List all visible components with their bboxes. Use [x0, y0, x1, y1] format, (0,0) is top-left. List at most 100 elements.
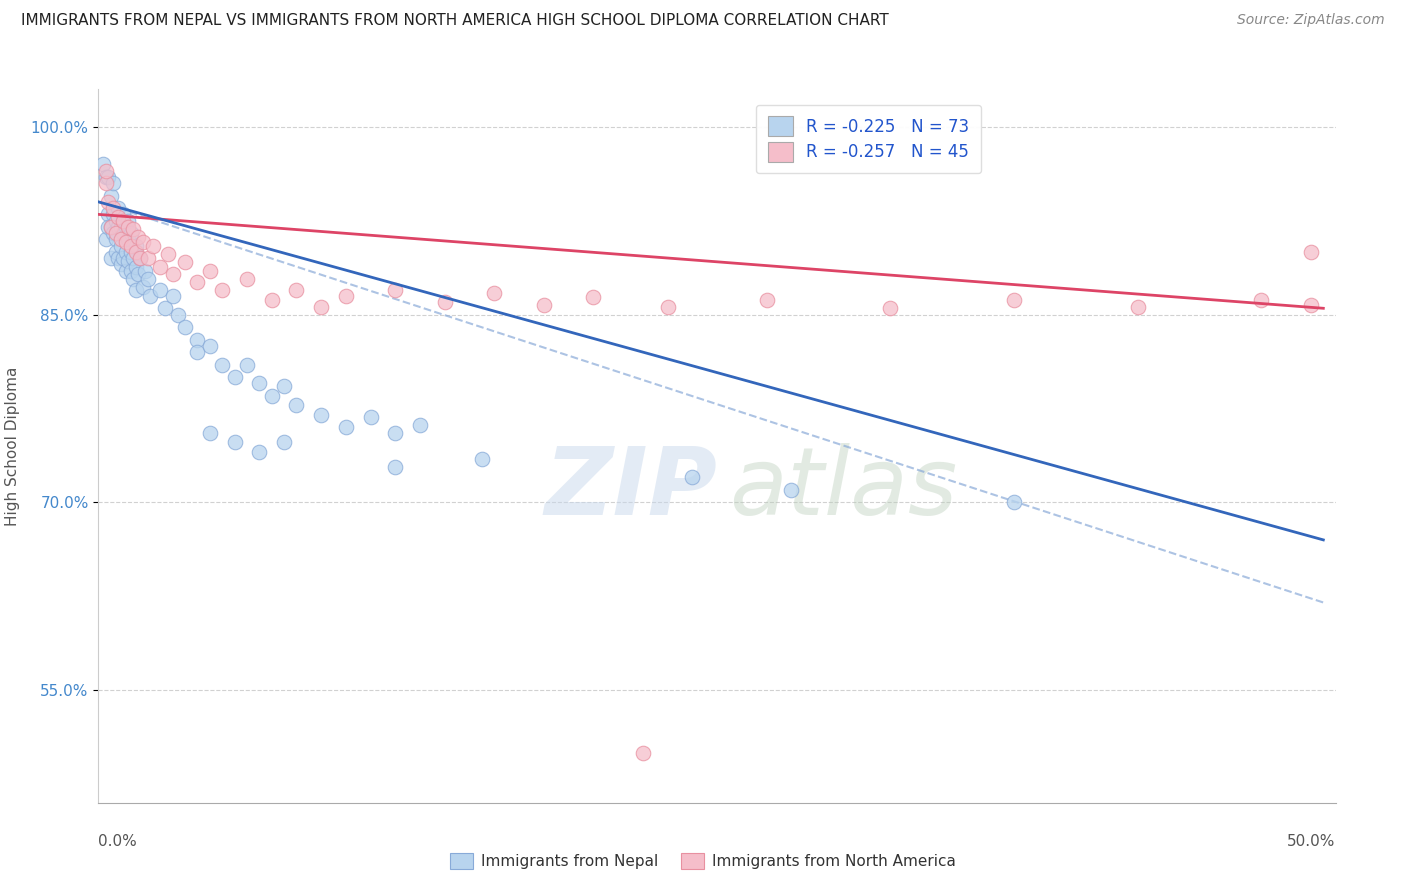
- Point: [409, 417, 432, 432]
- Point: [100, 219, 122, 234]
- Point: [127, 230, 149, 244]
- Point: [174, 320, 197, 334]
- Point: [198, 339, 221, 353]
- Point: [186, 345, 208, 359]
- Point: [117, 213, 139, 227]
- Point: [122, 222, 145, 236]
- Point: [117, 219, 139, 234]
- Point: [260, 293, 283, 307]
- Point: [285, 283, 308, 297]
- Point: [136, 251, 159, 265]
- Point: [100, 188, 122, 202]
- Point: [110, 219, 132, 234]
- Point: [110, 232, 132, 246]
- Point: [114, 219, 136, 234]
- Point: [879, 301, 901, 316]
- Point: [384, 283, 406, 297]
- Point: [156, 247, 179, 261]
- Point: [97, 207, 120, 221]
- Legend: R = -0.225   N = 73, R = -0.257   N = 45: R = -0.225 N = 73, R = -0.257 N = 45: [756, 104, 981, 173]
- Point: [103, 226, 125, 240]
- Point: [582, 290, 605, 304]
- Point: [104, 226, 127, 240]
- Point: [224, 435, 246, 450]
- Point: [681, 470, 703, 484]
- Point: [112, 207, 135, 221]
- Point: [484, 286, 506, 301]
- Point: [117, 232, 139, 246]
- Point: [1002, 293, 1025, 307]
- Point: [103, 176, 125, 190]
- Point: [94, 232, 117, 246]
- Point: [198, 264, 221, 278]
- Point: [112, 251, 135, 265]
- Point: [533, 297, 555, 311]
- Legend: Immigrants from Nepal, Immigrants from North America: Immigrants from Nepal, Immigrants from N…: [444, 847, 962, 875]
- Point: [186, 275, 208, 289]
- Point: [247, 376, 270, 391]
- Point: [224, 370, 246, 384]
- Point: [149, 283, 172, 297]
- Point: [129, 251, 152, 265]
- Point: [94, 176, 117, 190]
- Point: [631, 746, 654, 760]
- Point: [384, 460, 406, 475]
- Point: [1002, 495, 1025, 509]
- Text: IMMIGRANTS FROM NEPAL VS IMMIGRANTS FROM NORTH AMERICA HIGH SCHOOL DIPLOMA CORRE: IMMIGRANTS FROM NEPAL VS IMMIGRANTS FROM…: [21, 13, 889, 29]
- Point: [657, 300, 679, 314]
- Point: [124, 238, 146, 252]
- Point: [107, 251, 129, 265]
- Point: [155, 301, 177, 316]
- Point: [104, 244, 127, 259]
- Point: [211, 283, 233, 297]
- Point: [755, 293, 778, 307]
- Point: [360, 410, 382, 425]
- Text: Source: ZipAtlas.com: Source: ZipAtlas.com: [1237, 13, 1385, 28]
- Point: [103, 201, 125, 215]
- Point: [97, 169, 120, 184]
- Point: [134, 264, 156, 278]
- Point: [120, 226, 142, 240]
- Point: [112, 213, 135, 227]
- Point: [97, 194, 120, 209]
- Point: [114, 244, 136, 259]
- Point: [124, 260, 146, 274]
- Point: [114, 264, 136, 278]
- Point: [433, 295, 456, 310]
- Point: [100, 251, 122, 265]
- Point: [97, 219, 120, 234]
- Point: [129, 251, 152, 265]
- Point: [104, 232, 127, 246]
- Point: [247, 445, 270, 459]
- Point: [174, 255, 197, 269]
- Text: atlas: atlas: [730, 443, 957, 534]
- Point: [384, 426, 406, 441]
- Point: [139, 289, 162, 303]
- Point: [124, 244, 146, 259]
- Point: [127, 268, 149, 282]
- Point: [1299, 244, 1322, 259]
- Point: [114, 235, 136, 249]
- Point: [132, 235, 155, 249]
- Point: [211, 358, 233, 372]
- Point: [93, 157, 115, 171]
- Text: 0.0%: 0.0%: [98, 834, 138, 849]
- Point: [186, 333, 208, 347]
- Point: [120, 238, 142, 252]
- Point: [273, 379, 295, 393]
- Point: [132, 280, 155, 294]
- Point: [103, 207, 125, 221]
- Point: [260, 389, 283, 403]
- Point: [335, 420, 357, 434]
- Point: [94, 163, 117, 178]
- Point: [124, 283, 146, 297]
- Point: [110, 257, 132, 271]
- Point: [780, 483, 803, 497]
- Point: [1299, 297, 1322, 311]
- Y-axis label: High School Diploma: High School Diploma: [4, 367, 20, 525]
- Point: [273, 435, 295, 450]
- Text: 50.0%: 50.0%: [1288, 834, 1336, 849]
- Point: [122, 272, 145, 286]
- Point: [100, 219, 122, 234]
- Point: [142, 238, 165, 252]
